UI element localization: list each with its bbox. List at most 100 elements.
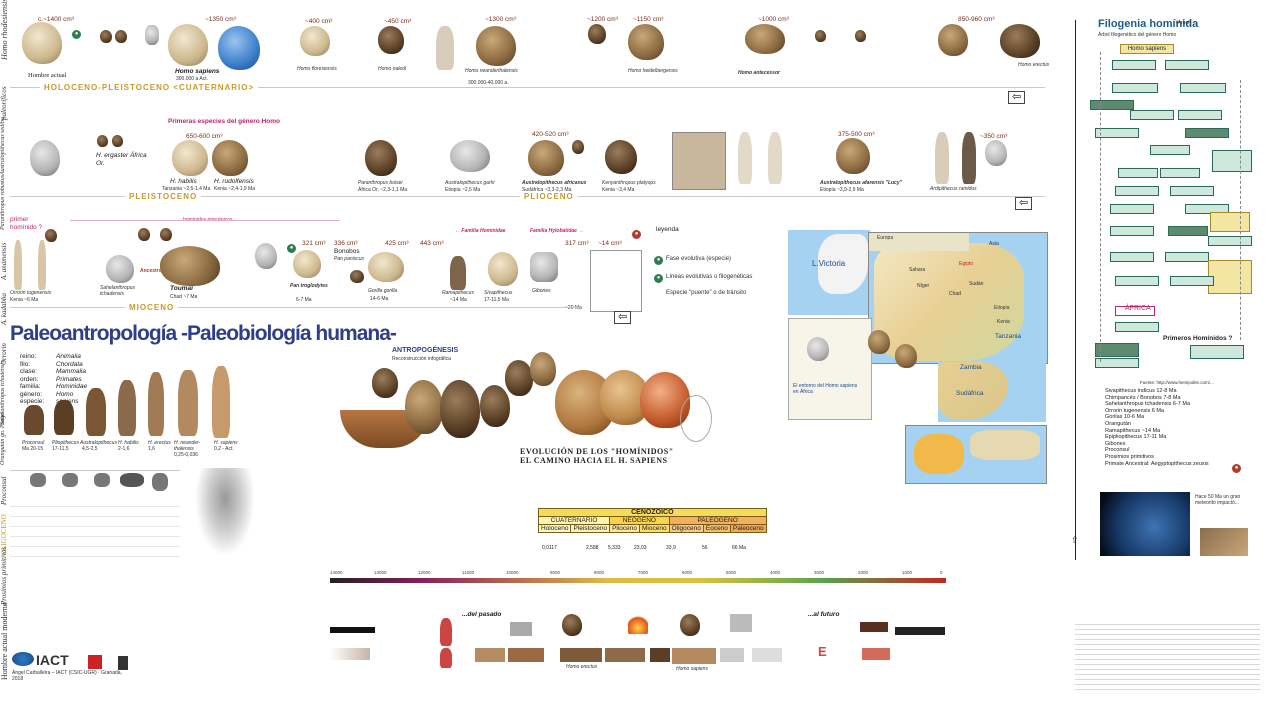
size-label: ~1300 cm³ — [485, 16, 516, 23]
period-cell: PALEÓGENO — [668, 516, 767, 525]
tick-label: 9000 — [550, 570, 561, 575]
fig-date: 0,2 - Act. — [214, 446, 234, 452]
age-label: 66 Ma — [732, 545, 746, 551]
skull-thumb — [895, 344, 917, 368]
vertical-species-label: Orrorin — [0, 343, 8, 365]
date-label: Pan paniscus — [334, 256, 365, 262]
evolution-figure-pliopithecus — [54, 400, 74, 435]
species-label: Gorilla gorilla — [368, 288, 398, 294]
tree-node — [1115, 276, 1159, 286]
evolution-figure-sapiens — [212, 366, 230, 438]
primate-icon — [30, 473, 46, 487]
heidelbergensis-skull — [628, 24, 664, 60]
primate-icon — [62, 473, 78, 487]
dark-bar — [895, 627, 945, 635]
epoch-cell: Holoceno — [537, 524, 572, 533]
species-list: Sivapithecus indicus 12-8 Ma Chimpancés … — [1105, 388, 1255, 467]
bonobo-icon — [350, 270, 364, 283]
tree-node — [1095, 343, 1139, 357]
evolution-figure-proconsul — [24, 405, 44, 435]
species-label: Bonobos — [334, 248, 360, 255]
place-label: Zambia — [960, 364, 982, 371]
size-label: ~14 cm³ — [598, 240, 622, 247]
species-list-item: Epipliopithecus 17-11 Ma — [1105, 434, 1167, 441]
vertical-species-label: Proconsul — [0, 476, 8, 505]
vertical-species-label: Orangután gn. Pongo — [0, 412, 6, 466]
face-2-icon — [115, 30, 127, 43]
tax-val: Chordata — [56, 360, 83, 368]
fire-icon — [628, 614, 648, 634]
scroll-left-button[interactable]: ⇦ — [1015, 197, 1033, 210]
ardi-figure — [962, 132, 976, 184]
epoch-cell: Eoceno — [702, 524, 731, 533]
fig-name: Proconsul — [22, 440, 45, 446]
ardi-skeleton — [935, 132, 949, 184]
thumb-image — [720, 648, 744, 662]
rudolfensis-skull — [212, 140, 248, 176]
species-label: Sivapithecus — [484, 290, 513, 296]
platyops-skull — [605, 140, 637, 174]
tree-node — [1212, 150, 1252, 172]
tree-node — [1090, 100, 1134, 110]
era-band-label: PLEISTOCENO — [125, 192, 202, 201]
face-icon — [160, 228, 172, 241]
thumb-image — [605, 648, 645, 662]
cenozoico-ages: 0,0117 2,588 5,333 23,03 33,9 56 66 Ma — [538, 545, 748, 553]
vertical-label: Hombre actual moderno — [0, 602, 9, 680]
tick-label: 12000 — [418, 570, 431, 575]
timeline-gradient-bar — [330, 578, 946, 583]
tax-val: Animalia — [56, 353, 81, 360]
tax-val: Hominidae — [56, 383, 88, 390]
age-label: 33,9 — [666, 545, 676, 551]
species-label: H. habilis — [170, 178, 197, 185]
tree-node — [1190, 345, 1244, 359]
species-label: H. ergaster África Or. — [96, 152, 147, 167]
age-label: 23,03 — [634, 545, 647, 551]
vertical-species-label: Paranthropus robustus — [0, 174, 6, 230]
ugr-logo — [118, 656, 128, 670]
primate-icon — [152, 473, 168, 491]
africa-map: Europa Asia Sudán Egipto Etiopía Kenia T… — [868, 232, 1048, 364]
thumb-image — [730, 614, 752, 632]
tree-node — [1130, 110, 1174, 120]
face-icon — [97, 135, 108, 147]
face-icon — [112, 135, 123, 147]
filogenia-title-sup: (Árbol) — [1176, 20, 1192, 26]
size-label: 420-520 cm³ — [532, 131, 569, 138]
afarensis-photo — [672, 132, 726, 190]
paleo-title: Paleoantropología -Paleobiología humana- — [10, 322, 397, 345]
fig-name: H. sapiens — [214, 440, 238, 446]
tick-label: 8000 — [594, 570, 605, 575]
tree-image — [195, 468, 255, 556]
species-label: Homo floresiensis — [297, 66, 337, 72]
comparison-table — [10, 470, 180, 561]
gibbon-figure — [530, 252, 558, 282]
face-reconstruction — [440, 380, 480, 438]
taxonomy-list: reino: Animalia filo: Chordata clase: Mamma… — [20, 353, 87, 406]
scroll-left-button[interactable]: ⇦ — [614, 311, 632, 324]
fig-date: 0,25-0,036 — [174, 452, 198, 458]
tax-val: Primates — [56, 375, 82, 383]
size-label: 321 cm³ — [302, 240, 326, 247]
scroll-down-button[interactable]: ⇧ — [1071, 535, 1079, 545]
skeleton-figure — [436, 26, 454, 70]
evolution-figure-habilis — [118, 380, 136, 436]
tick-label: 4000 — [770, 570, 781, 575]
africa-south-map: Zambia Sudáfrica — [938, 362, 1046, 422]
tree-node — [1115, 306, 1155, 316]
date-label: 6-7 Ma — [296, 297, 312, 303]
filogenia-subtitle: Árbol filogenético del género Homo — [1098, 32, 1177, 38]
date-label: Etiopía ~2,5 Ma — [445, 187, 481, 193]
size-label: 425 cm³ — [385, 240, 409, 247]
species-label: Sahelanthropus tchadensis — [100, 285, 136, 297]
tree-node — [1208, 236, 1252, 246]
face-reconstruction — [505, 360, 533, 396]
species-list-item: Chimpancés / Bonobos 7-8 Ma — [1105, 394, 1181, 401]
tree-node — [1150, 145, 1190, 155]
scroll-left-button[interactable]: ⇦ — [1008, 91, 1026, 104]
cenozoico-title: CENOZOICO — [538, 508, 767, 517]
thumb-image — [560, 648, 602, 662]
child-head — [372, 368, 398, 398]
homo-naledi-skull — [378, 26, 404, 54]
species-label: Homo antecessor — [738, 70, 780, 76]
